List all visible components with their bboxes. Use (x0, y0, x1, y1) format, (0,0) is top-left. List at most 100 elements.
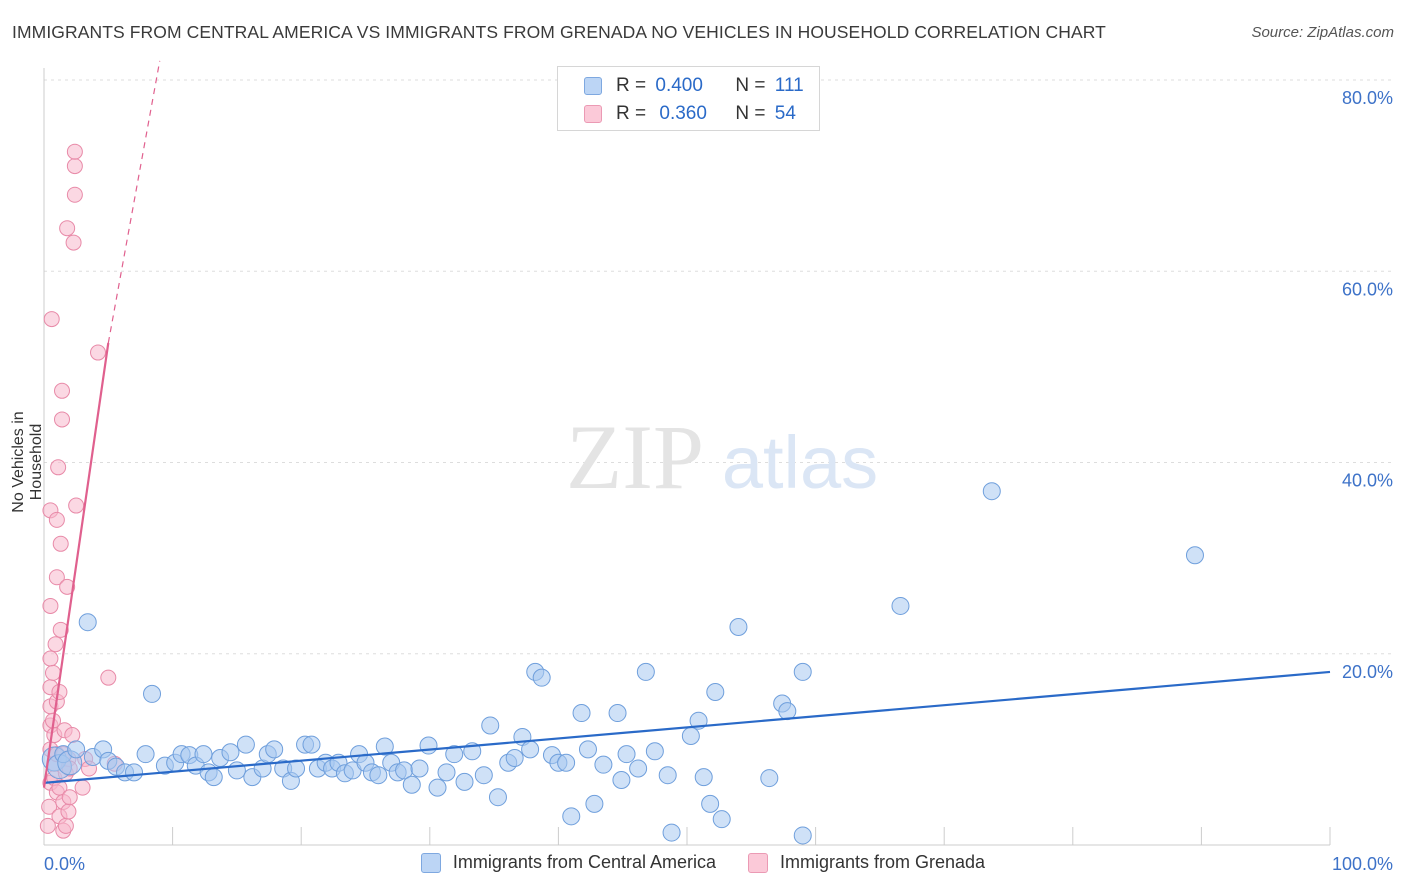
central-america-point (793, 662, 812, 681)
grenada-point (52, 535, 69, 552)
central-america-point (778, 702, 797, 721)
grenada-point (52, 621, 69, 638)
grenada-point (74, 779, 91, 796)
central-america-point (455, 772, 474, 791)
central-america-point (521, 740, 540, 759)
central-america-point (488, 788, 507, 807)
central-america-point (594, 755, 613, 774)
central-america-point (694, 768, 713, 787)
grenada-point (50, 459, 67, 476)
legend-n-label: N = (735, 103, 766, 124)
central-america-point (369, 766, 388, 785)
central-america-point (608, 704, 627, 723)
legend-r-value: 0.360 (659, 103, 707, 124)
central-america-point (236, 735, 255, 754)
central-america-point (410, 759, 429, 778)
legend-n-value: 54 (774, 103, 796, 124)
grenada-point (66, 158, 83, 175)
central-america-point (437, 763, 456, 782)
grenada-point (100, 669, 117, 686)
watermark-atlas: atlas (722, 421, 878, 504)
central-america-point (445, 745, 464, 764)
grenada-trend-line (42, 342, 110, 788)
y-tick-label: 80.0% (1342, 88, 1393, 108)
legend-item-grenada: Immigrants from Grenada (748, 852, 985, 873)
central-america-point (557, 753, 576, 772)
legend-swatch-pink (748, 852, 768, 873)
grenada-point (61, 789, 78, 806)
central-america-point (428, 778, 447, 797)
central-america-point (505, 748, 524, 767)
central-america-point (578, 740, 597, 759)
x-tick-label-max: 100.0% (1332, 854, 1393, 874)
legend-label-central-america: Immigrants from Central America (452, 852, 716, 872)
grenada-point (48, 511, 65, 528)
central-america-point (701, 794, 720, 813)
central-america-point (302, 735, 321, 754)
central-america-point (562, 807, 581, 826)
central-america-point (204, 768, 223, 787)
central-america-trend-line (43, 670, 1331, 784)
central-america-point (481, 716, 500, 735)
central-america-point (760, 769, 779, 788)
source-label: Source: ZipAtlas.com (1251, 24, 1394, 41)
central-america-point (585, 794, 604, 813)
axes (43, 68, 1331, 846)
central-america-point (532, 668, 551, 687)
grenada-point (57, 817, 74, 834)
series-legend: Immigrants from Central America Immigran… (0, 852, 1406, 873)
central-america-point (636, 662, 655, 681)
central-america-point (375, 737, 394, 756)
central-america-point (419, 736, 438, 755)
central-america-point (706, 683, 725, 701)
legend-swatch-blue (584, 77, 602, 95)
central-america-point (793, 826, 812, 845)
central-america-point (227, 761, 246, 780)
grenada-point (45, 664, 62, 681)
central-america-point (681, 726, 700, 745)
central-america-point (221, 743, 240, 762)
central-america-point (658, 766, 677, 785)
grenada-point (64, 727, 81, 744)
x-tick-labels: 0.0% 100.0% (44, 854, 1393, 874)
central-america-point (629, 759, 648, 778)
legend-n-value: 111 (774, 75, 804, 96)
y-tick-labels: 20.0% 40.0% 60.0% 80.0% (1342, 88, 1393, 682)
central-america-point (402, 775, 421, 794)
grid-lines (44, 79, 1394, 655)
watermark-zip: ZIP (566, 406, 704, 508)
legend-r-value: 0.400 (655, 75, 703, 96)
grenada-point (48, 569, 65, 586)
grenada-point (41, 798, 58, 815)
watermark: ZIP atlas (566, 406, 878, 508)
chart-title: IMMIGRANTS FROM CENTRAL AMERICA VS IMMIG… (12, 22, 1106, 42)
grenada-point (43, 311, 60, 328)
correlation-legend: R = 0.400 N = 111 R = 0.360 N = 54 (557, 66, 820, 131)
central-america-point (712, 810, 731, 829)
central-america-points (41, 482, 1204, 845)
central-america-point (78, 613, 97, 632)
central-america-point (982, 482, 1001, 501)
legend-swatch-blue (420, 852, 441, 873)
central-america-point (662, 823, 681, 842)
central-america-point (617, 745, 636, 764)
legend-row-central-america: R = 0.400 N = 111 (584, 74, 804, 98)
grenada-trend-extension (107, 60, 161, 344)
central-america-point (891, 596, 910, 615)
central-america-point (1185, 546, 1204, 565)
grenada-point (54, 382, 71, 399)
x-tick-label-min: 0.0% (44, 854, 85, 874)
y-tick-label: 60.0% (1342, 279, 1393, 299)
legend-n-label: N = (735, 75, 766, 96)
central-america-point (474, 766, 493, 785)
central-america-point (67, 740, 86, 759)
grenada-point (66, 143, 83, 160)
grenada-point (59, 220, 76, 237)
grenada-point (39, 817, 56, 834)
legend-r-label: R = (616, 103, 647, 124)
central-america-point (125, 763, 144, 782)
grenada-point (66, 186, 83, 203)
legend-r-label: R = (616, 75, 647, 96)
y-tick-label: 40.0% (1342, 471, 1393, 491)
